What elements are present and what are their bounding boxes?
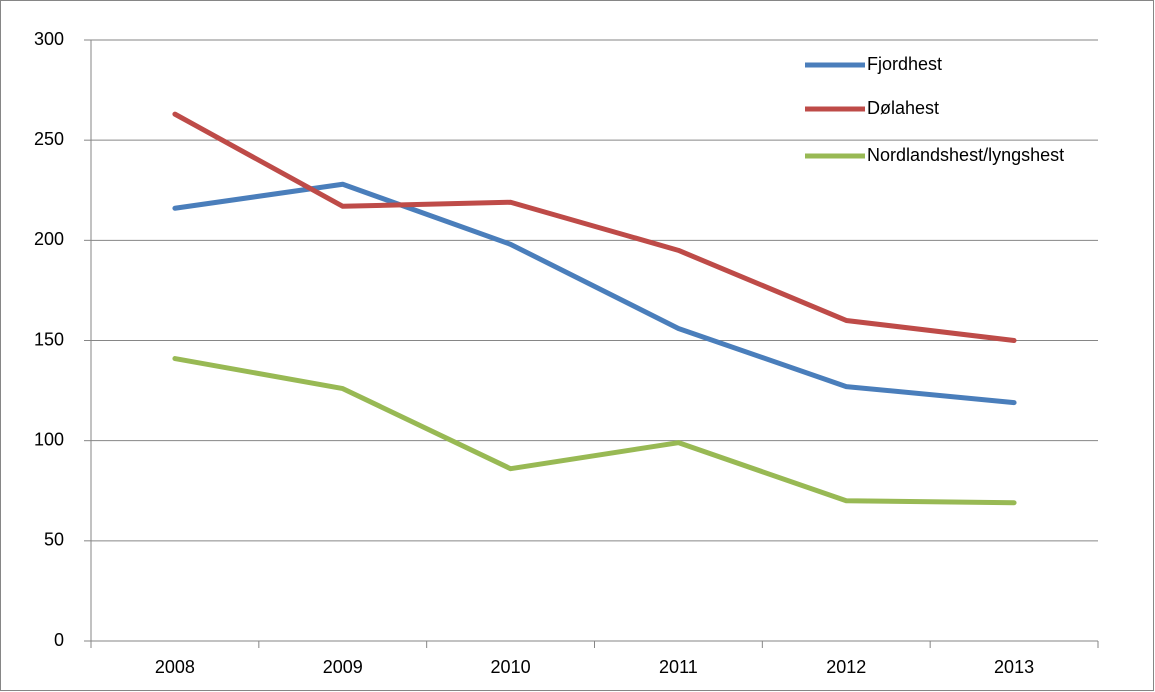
x-tick-label: 2012 [826,657,866,677]
x-tick-label: 2011 [659,657,698,677]
y-tick-label: 200 [34,229,64,249]
x-tick-label: 2010 [491,657,531,677]
legend-label: Fjordhest [867,54,942,74]
y-tick-label: 0 [54,630,64,650]
legend-label: Dølahest [867,98,939,118]
series-line [172,356,1017,506]
x-tick-label: 2013 [994,657,1034,677]
legend-label: Nordlandshest/lyngshest [867,145,1064,165]
y-tick-label: 300 [34,29,64,49]
y-tick-label: 50 [44,530,64,550]
y-tick-label: 100 [34,429,64,449]
x-tick-label: 2008 [155,657,195,677]
x-tick-label: 2009 [323,657,363,677]
series-line [172,111,1017,343]
y-tick-label: 250 [34,129,64,149]
y-tick-label: 150 [34,329,64,349]
